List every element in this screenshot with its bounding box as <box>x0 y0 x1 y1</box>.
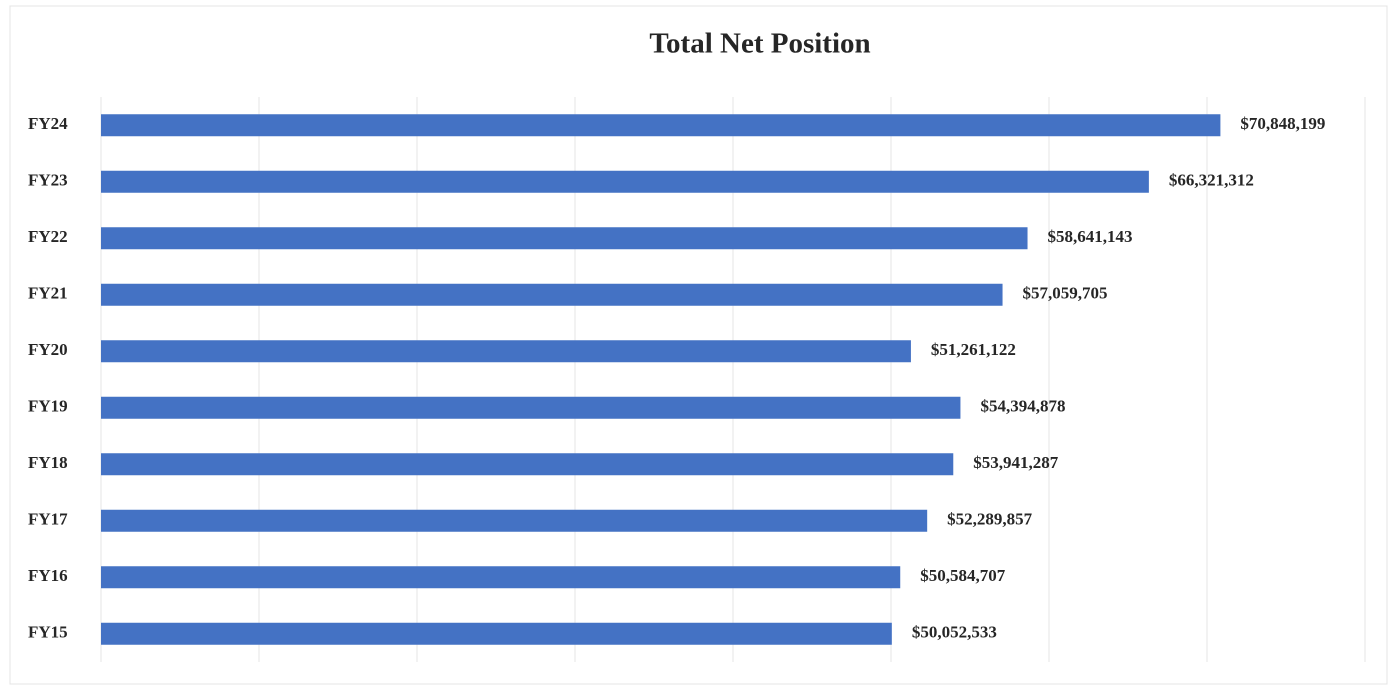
value-label: $58,641,143 <box>1048 227 1133 246</box>
y-tick-label: FY18 <box>28 453 68 472</box>
bar <box>101 283 1003 306</box>
chart-title: Total Net Position <box>649 28 870 60</box>
y-tick-label: FY15 <box>28 623 68 642</box>
y-tick-label: FY16 <box>28 566 68 585</box>
bar <box>101 340 911 363</box>
bar <box>101 453 954 476</box>
value-label: $50,052,533 <box>912 623 997 642</box>
bar <box>101 114 1221 137</box>
y-tick-label: FY24 <box>28 114 68 133</box>
value-label: $57,059,705 <box>1023 284 1108 303</box>
value-label: $50,584,707 <box>920 566 1006 585</box>
bar <box>101 170 1149 193</box>
y-tick-label: FY19 <box>28 397 68 416</box>
value-label: $53,941,287 <box>973 453 1059 472</box>
y-tick-label: FY22 <box>28 227 68 246</box>
value-label: $54,394,878 <box>980 397 1065 416</box>
bar <box>101 509 928 532</box>
value-label: $52,289,857 <box>947 510 1032 529</box>
bar <box>101 566 901 589</box>
y-tick-label: FY20 <box>28 340 68 359</box>
bar <box>101 622 892 645</box>
y-tick-label: FY23 <box>28 171 68 190</box>
value-label: $66,321,312 <box>1169 171 1254 190</box>
bar <box>101 396 961 419</box>
bar <box>101 227 1028 250</box>
value-label: $70,848,199 <box>1240 114 1325 133</box>
y-tick-label: FY17 <box>28 510 68 529</box>
y-tick-label: FY21 <box>28 284 68 303</box>
value-label: $51,261,122 <box>931 340 1016 359</box>
